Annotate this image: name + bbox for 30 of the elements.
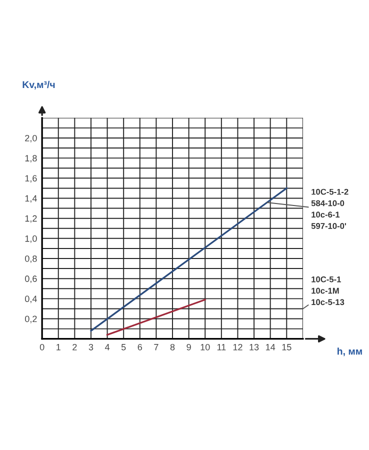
y-tick-label: 1,8 bbox=[25, 155, 37, 162]
x-tick-label: 5 bbox=[121, 344, 126, 350]
x-tick-label: 2 bbox=[72, 344, 77, 350]
y-tick-label: 2,0 bbox=[25, 134, 37, 142]
y-tick-label: 1,6 bbox=[25, 175, 37, 183]
x-tick-label: 15 bbox=[282, 344, 292, 350]
x-tick-label: 1 bbox=[56, 344, 60, 350]
x-tick-label: 11 bbox=[217, 344, 226, 350]
x-tick-label: 13 bbox=[250, 344, 259, 350]
x-tick-label: 10 bbox=[200, 344, 210, 350]
x-tick-label: 4 bbox=[104, 344, 110, 350]
y-tick-label: 0,8 bbox=[25, 255, 37, 263]
text: 10C-5-1 10c-1M 10c-5-13 bbox=[312, 276, 344, 306]
y-tick-label: 0,6 bbox=[25, 276, 37, 284]
y-tick-label: 1,0 bbox=[25, 235, 37, 243]
x-axis-title: h, мм bbox=[338, 348, 362, 356]
x-tick-label: 8 bbox=[170, 344, 175, 350]
y-tick-label: 0,4 bbox=[25, 296, 37, 304]
x-tick-label: 9 bbox=[186, 344, 191, 350]
x-tick-label: 7 bbox=[154, 344, 158, 350]
x-tick-label: 14 bbox=[266, 344, 276, 350]
y-tick-label: 1,4 bbox=[25, 195, 37, 203]
x-tick-label: 12 bbox=[233, 344, 242, 350]
x-tick-label: 3 bbox=[88, 344, 94, 350]
x-tick-label: 0 bbox=[40, 344, 44, 350]
y-axis-title: Kv,м³/ч bbox=[22, 80, 55, 90]
y-tick-label: 1,2 bbox=[25, 215, 37, 223]
x-tick-label: 6 bbox=[138, 344, 142, 350]
text: 10C-5-1-2 584-10-0 10c-6-1 597-10-0' bbox=[311, 188, 348, 229]
y-tick-label: 0,2 bbox=[25, 316, 37, 324]
